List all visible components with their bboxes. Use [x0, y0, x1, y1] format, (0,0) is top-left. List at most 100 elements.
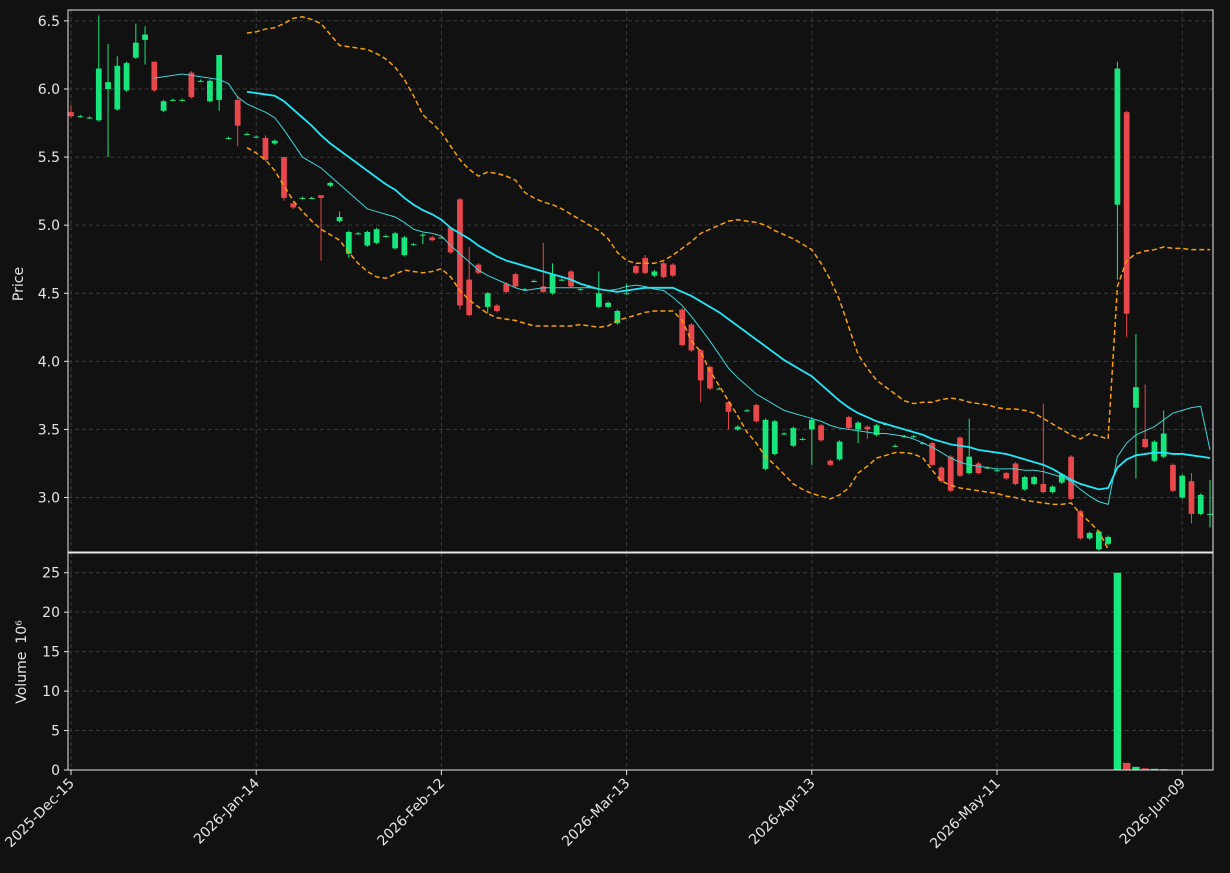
- candle-body: [281, 157, 287, 198]
- volume-bar: [1132, 766, 1140, 770]
- candle-body: [447, 227, 454, 253]
- y-tick-label: 15: [42, 645, 60, 661]
- candle-body: [660, 263, 667, 277]
- candle-body: [86, 117, 93, 119]
- candle-body: [271, 140, 278, 144]
- candle-body: [1142, 438, 1149, 448]
- candle-body: [1133, 387, 1139, 408]
- volume-bar: [1150, 768, 1159, 770]
- volume-frame: [67, 552, 1214, 771]
- candle-body: [345, 231, 352, 254]
- candle-body: [762, 419, 769, 469]
- y-tick-label: 4.5: [38, 286, 60, 302]
- candle-body: [855, 422, 861, 430]
- candle-body: [410, 244, 417, 246]
- candle-body: [670, 264, 676, 276]
- candle-body: [179, 99, 185, 101]
- y-tick-label: 3.5: [38, 422, 60, 438]
- candle-body: [1031, 477, 1037, 484]
- candle-body: [1179, 475, 1186, 498]
- candle-body: [651, 271, 658, 276]
- y-tick-label: 0: [51, 763, 60, 779]
- candle-body: [614, 310, 621, 324]
- y-tick-label: 5: [51, 724, 60, 740]
- candle-body: [1105, 537, 1112, 544]
- candle-body: [521, 289, 528, 291]
- candle-body: [327, 182, 334, 186]
- candle-body: [910, 436, 917, 438]
- candle-body: [716, 388, 723, 390]
- candle-body: [355, 233, 361, 235]
- candle-body: [753, 404, 760, 422]
- overlay-line: [154, 73, 1211, 505]
- candle-body: [1021, 477, 1028, 490]
- candle-body: [1123, 112, 1130, 314]
- candle-body: [1012, 463, 1019, 484]
- candle-body: [688, 324, 695, 351]
- candle-body: [68, 112, 74, 117]
- candle-body: [771, 421, 778, 454]
- candle-body: [744, 410, 750, 412]
- candle-body: [605, 302, 611, 307]
- candle-body: [836, 441, 843, 460]
- candle-body: [234, 99, 241, 126]
- candle-body: [707, 366, 713, 389]
- candle-body: [531, 281, 537, 282]
- y-tick-label: 4.0: [38, 354, 60, 370]
- candle-body: [308, 197, 315, 199]
- candle-body: [1040, 483, 1047, 493]
- volume-label: Volume: [14, 652, 30, 704]
- candle-body: [558, 279, 565, 281]
- candle-body: [827, 460, 834, 465]
- candle-body: [225, 138, 232, 140]
- candle-body: [169, 99, 176, 101]
- volume-bar: [1113, 572, 1122, 770]
- y-tick-label: 6.0: [38, 82, 60, 98]
- candle-body: [457, 199, 463, 306]
- y-tick-label: 10: [42, 684, 60, 700]
- candle-body: [114, 65, 121, 110]
- y-tick-label: 6.5: [38, 14, 60, 30]
- candle-body: [373, 229, 380, 243]
- price-frame: [67, 9, 1214, 553]
- candle-body: [1188, 481, 1195, 514]
- candle-body: [1077, 511, 1084, 539]
- volume-bar: [1122, 762, 1131, 770]
- overlay-line: [246, 90, 1211, 491]
- candle-body: [994, 470, 1000, 472]
- candle-body: [484, 293, 491, 307]
- price-plot: [68, 15, 1213, 551]
- candle-body: [494, 305, 500, 311]
- candle-body: [734, 426, 741, 430]
- candle-body: [790, 428, 797, 446]
- candle-body: [938, 467, 945, 482]
- candle-body: [95, 68, 102, 121]
- candle-body: [1160, 433, 1167, 457]
- candle-body: [438, 237, 445, 239]
- candle-body: [503, 283, 510, 292]
- candle-body: [808, 419, 815, 430]
- candle-body: [679, 309, 686, 346]
- candle-body: [975, 463, 982, 474]
- candle-body: [864, 426, 871, 430]
- candle-body: [244, 133, 250, 135]
- candle-body: [642, 257, 649, 273]
- y-tick-label: 20: [42, 605, 60, 621]
- y-tick-label: 5.5: [38, 150, 60, 166]
- candle-body: [262, 138, 269, 160]
- candle-body: [253, 136, 260, 138]
- candle-body: [929, 443, 936, 465]
- overlay-line: [246, 146, 1109, 550]
- volume-axis-label: Volume 10⁶: [14, 620, 30, 704]
- candle-body: [364, 231, 371, 246]
- candle-body: [336, 216, 343, 222]
- candle-body: [299, 197, 306, 199]
- candle-body: [1068, 456, 1074, 499]
- y-tick-label: 25: [42, 566, 60, 582]
- candle-body: [845, 417, 852, 429]
- candle-body: [1197, 494, 1204, 514]
- candle-body: [577, 289, 584, 291]
